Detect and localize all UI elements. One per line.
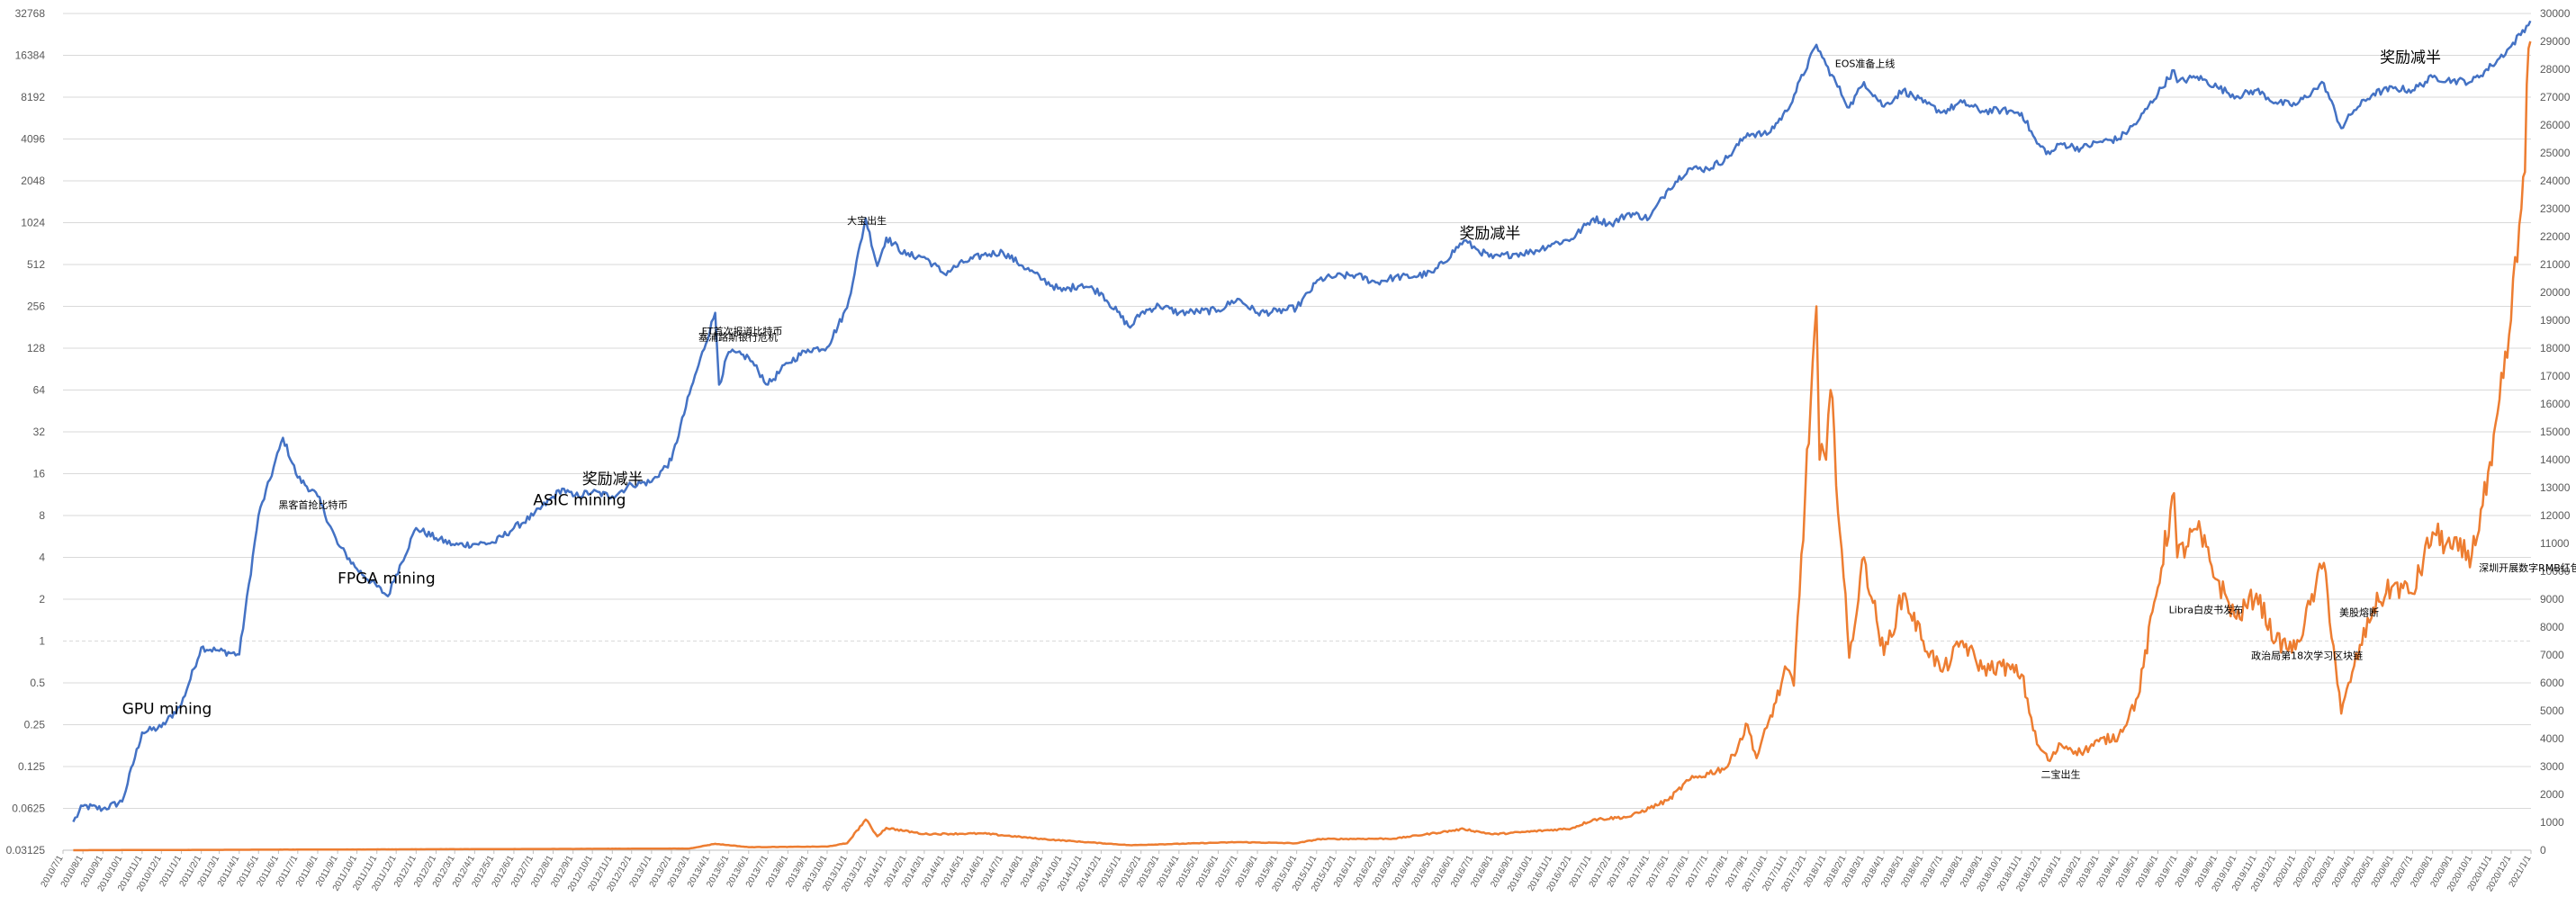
- right-tick-label: 16000: [2540, 398, 2571, 410]
- right-tick-label: 11000: [2540, 537, 2570, 550]
- right-tick-label: 20000: [2540, 286, 2571, 299]
- right-tick-label: 10000: [2540, 565, 2571, 578]
- right-tick-label: 7000: [2540, 649, 2564, 661]
- left-tick-label: 16384: [15, 49, 46, 62]
- left-tick-label: 256: [27, 301, 45, 313]
- left-tick-label: 64: [33, 384, 46, 397]
- right-tick-label: 12000: [2540, 509, 2571, 522]
- series-lines: [72, 20, 2532, 852]
- right-tick-label: 25000: [2540, 147, 2571, 159]
- annotation-label: FT首次报道比特币: [702, 325, 783, 337]
- left-tick-label: 0.125: [18, 760, 45, 773]
- gridlines: [63, 13, 2531, 851]
- right-tick-label: 22000: [2540, 230, 2571, 243]
- right-tick-label: 1000: [2540, 816, 2564, 829]
- right-tick-label: 28000: [2540, 63, 2571, 76]
- price-line-log: [72, 20, 2532, 823]
- left-tick-label: 32: [33, 426, 46, 438]
- left-tick-label: 32768: [15, 7, 46, 20]
- left-tick-label: 2: [39, 593, 45, 605]
- left-tick-label: 0.03125: [6, 844, 46, 857]
- annotation-label: Libra白皮书发布: [2169, 604, 2243, 616]
- annotation-label: ASIC mining: [533, 491, 626, 509]
- right-tick-label: 5000: [2540, 704, 2564, 717]
- right-tick-label: 23000: [2540, 202, 2571, 215]
- annotation-label: 奖励减半: [1459, 225, 1520, 243]
- left-tick-label: 16: [33, 468, 46, 480]
- right-tick-label: 26000: [2540, 119, 2571, 131]
- left-tick-label: 2048: [21, 175, 45, 187]
- annotation-label: EOS准备上线: [1835, 57, 1896, 69]
- left-tick-label: 0.5: [30, 677, 45, 689]
- right-tick-label: 6000: [2540, 677, 2564, 689]
- left-tick-label: 0.0625: [12, 803, 45, 815]
- x-axis: 2010/7/12010/8/12010/9/12010/10/12010/11…: [40, 849, 2534, 893]
- right-tick-label: 29000: [2540, 35, 2571, 48]
- annotation-label: 深圳开展数字RMB红包试点: [2479, 561, 2576, 574]
- annotation-label: 黑客首抢比特币: [278, 498, 347, 511]
- right-tick-label: 24000: [2540, 175, 2571, 187]
- annotation-label: GPU mining: [122, 700, 212, 718]
- left-tick-label: 8192: [21, 91, 45, 103]
- right-tick-label: 17000: [2540, 370, 2571, 382]
- left-tick-label: 0.25: [24, 719, 46, 731]
- right-tick-label: 27000: [2540, 91, 2571, 103]
- annotation-label: 大宝出生: [847, 214, 887, 227]
- left-y-axis: 0.03125 0.0625 0.125 0.25 0.5 1 2 4 8 16 32 64 128 25…: [6, 7, 46, 857]
- annotation-label: 政治局第18次学习区块链: [2251, 650, 2363, 662]
- annotation-label: 奖励减半: [2380, 49, 2441, 67]
- right-tick-label: 0: [2540, 844, 2546, 857]
- annotation-label: 美股熔断: [2339, 606, 2379, 619]
- left-tick-label: 128: [27, 342, 45, 354]
- left-tick-label: 8: [39, 509, 45, 522]
- annotation-label: 二宝出生: [2040, 767, 2080, 780]
- right-tick-label: 2000: [2540, 788, 2564, 801]
- annotations: GPU mining 黑客首抢比特币 FPGA mining ASIC mining 奖…: [122, 49, 2576, 781]
- right-tick-label: 19000: [2540, 314, 2571, 327]
- left-tick-label: 512: [27, 258, 45, 271]
- right-tick-label: 3000: [2540, 760, 2564, 773]
- right-tick-label: 13000: [2540, 481, 2571, 494]
- right-tick-label: 8000: [2540, 621, 2564, 633]
- annotation-label: 奖励减半: [582, 471, 644, 489]
- left-tick-label: 1024: [21, 217, 45, 229]
- right-tick-label: 21000: [2540, 258, 2571, 271]
- left-tick-label: 4: [39, 552, 45, 564]
- right-tick-label: 14000: [2540, 453, 2571, 466]
- left-tick-label: 1: [39, 635, 45, 648]
- annotation-label: FPGA mining: [338, 570, 436, 588]
- right-tick-label: 4000: [2540, 732, 2564, 745]
- left-tick-label: 4096: [21, 133, 45, 146]
- right-tick-label: 30000: [2540, 7, 2571, 20]
- price-line-linear: [73, 40, 2532, 852]
- right-tick-label: 15000: [2540, 426, 2571, 438]
- annotation-label: 塞浦路斯银行危机: [698, 331, 778, 344]
- right-tick-label: 9000: [2540, 593, 2564, 605]
- right-y-axis: 0 1000 2000 3000 4000 5000 6000 7000 8000 9000 100…: [2540, 7, 2571, 857]
- right-tick-label: 18000: [2540, 342, 2571, 354]
